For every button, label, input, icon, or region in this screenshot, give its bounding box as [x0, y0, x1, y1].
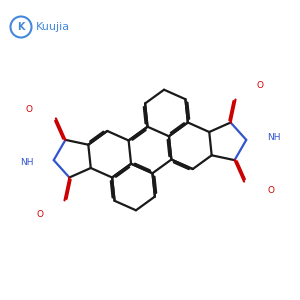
Text: O: O — [26, 105, 33, 114]
Text: K: K — [17, 22, 25, 32]
Text: Kuujia: Kuujia — [36, 22, 70, 32]
Text: O: O — [37, 210, 44, 219]
Text: O: O — [267, 186, 274, 195]
Text: NH: NH — [20, 158, 33, 167]
Text: O: O — [256, 81, 263, 90]
Text: NH: NH — [267, 133, 280, 142]
